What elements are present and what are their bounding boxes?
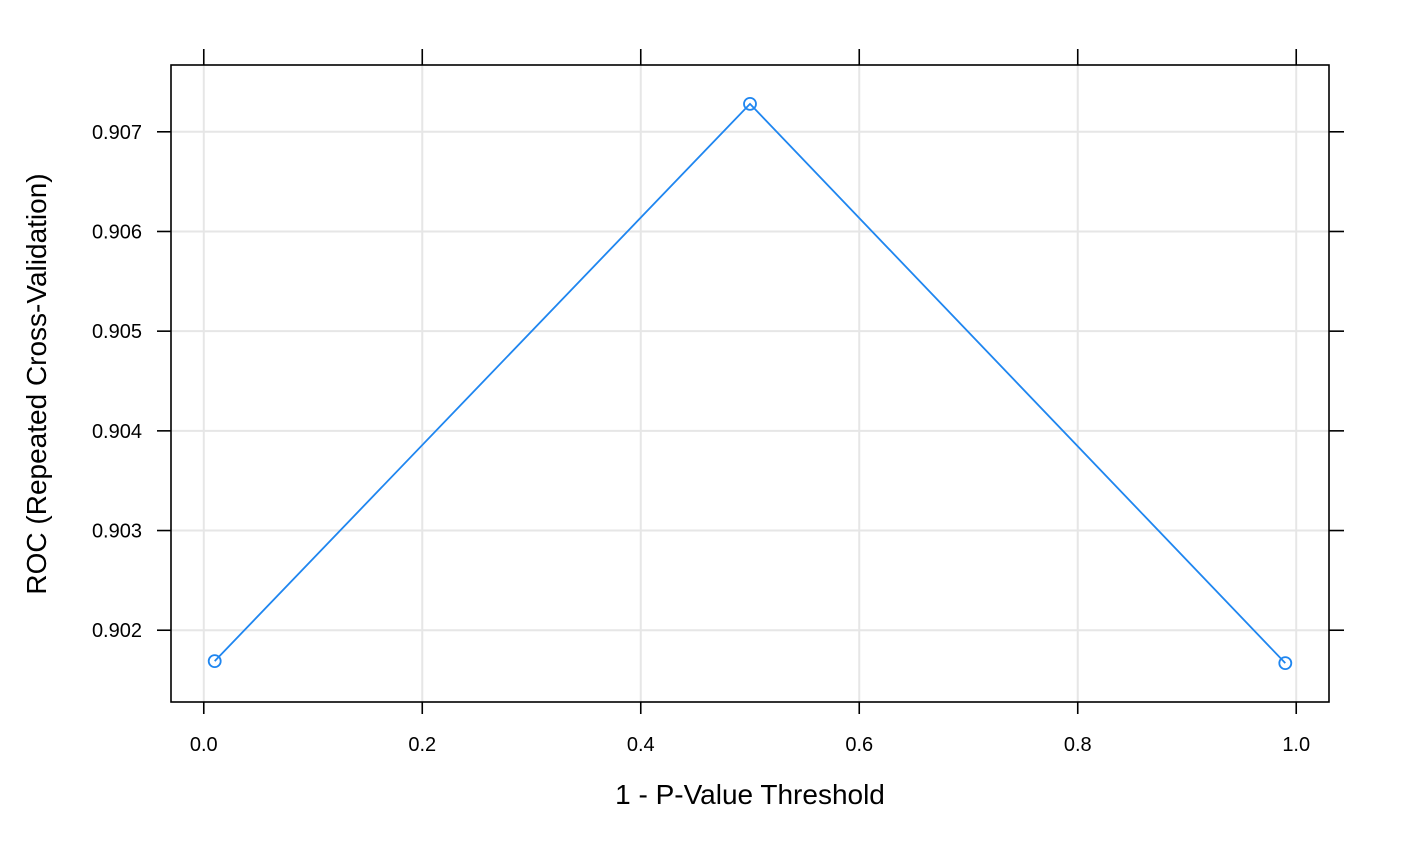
tick-labels: 0.0 0.2 0.4 0.6 0.8 1.0 0.902 0.903 0.904 0.905 0.…: [92, 122, 1310, 756]
y-tick-label: 0.902: [92, 620, 142, 642]
x-tick-label: 1.0: [1282, 734, 1310, 756]
y-tick-label: 0.906: [92, 221, 142, 243]
x-tick-label: 0.0: [190, 734, 218, 756]
y-tick-label: 0.905: [92, 321, 142, 343]
y-tick-label: 0.903: [92, 521, 142, 543]
data-point-marker: [207, 654, 222, 669]
y-tick-label: 0.907: [92, 122, 142, 144]
grid-lines: [171, 65, 1329, 702]
series-line: [214, 102, 1286, 664]
plot-frame: [170, 64, 1330, 703]
x-axis-title: 1 - P-Value Threshold: [615, 779, 885, 810]
series-layer: [207, 96, 1293, 671]
x-tick-label: 0.8: [1064, 734, 1092, 756]
x-tick-label: 0.2: [408, 734, 436, 756]
y-axis-title: ROC (Repeated Cross-Validation): [21, 173, 52, 594]
data-point-marker: [743, 96, 757, 111]
data-point-marker: [1278, 656, 1293, 671]
y-tick-label: 0.904: [92, 421, 142, 443]
axis-ticks: [157, 49, 1344, 714]
x-tick-label: 0.6: [845, 734, 873, 756]
x-tick-label: 0.4: [627, 734, 655, 756]
